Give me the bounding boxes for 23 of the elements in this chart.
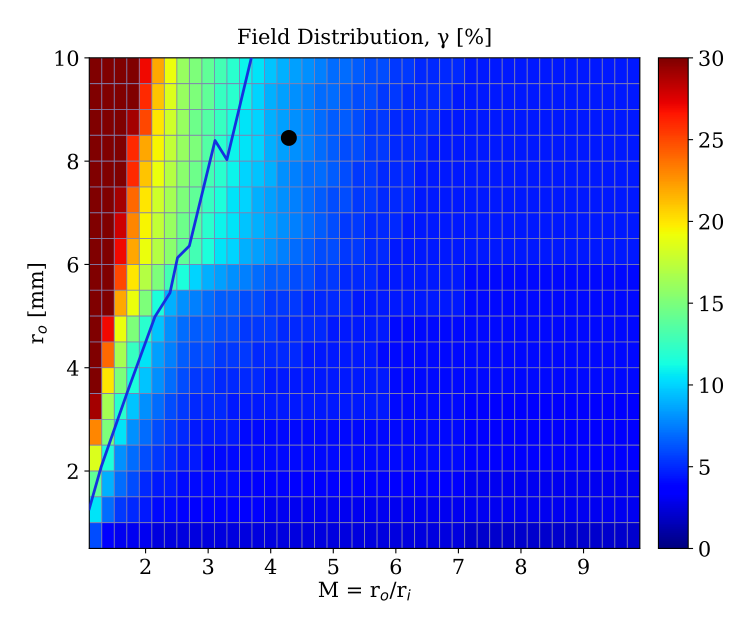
color-bar-label: 25 <box>699 132 723 148</box>
y-axis-title: r$_{o}$ [mm] <box>27 264 47 344</box>
x-tick-label: 6 <box>390 558 402 574</box>
x-tick-label: 2 <box>140 558 150 574</box>
color-bar-label: 20 <box>699 214 724 230</box>
y-tick-label: 10 <box>56 50 78 66</box>
color-bar-label: 0 <box>699 540 710 557</box>
x-tick-label: 9 <box>578 558 589 574</box>
x-tick-label: 8 <box>516 558 526 574</box>
y-tick-label: 6 <box>68 256 78 273</box>
color-bar-label: 30 <box>700 50 724 66</box>
color-bar-label: 10 <box>700 377 724 394</box>
y-tick-label: 8 <box>68 154 78 170</box>
y-tick-label: 4 <box>66 360 79 376</box>
x-tick-label: 4 <box>264 558 276 574</box>
chart-title: Field Distribution, γ [%] <box>238 28 490 48</box>
x-tick-label: 3 <box>203 558 214 574</box>
x-tick-label: 5 <box>328 558 338 574</box>
x-axis-title: M = r$_{o}$/r$_{i}$ <box>318 582 411 601</box>
color-bar-label: 15 <box>700 296 723 312</box>
y-tick-label: 2 <box>68 463 78 479</box>
color-bar-label: 5 <box>700 459 710 475</box>
x-tick-label: 7 <box>454 558 464 574</box>
